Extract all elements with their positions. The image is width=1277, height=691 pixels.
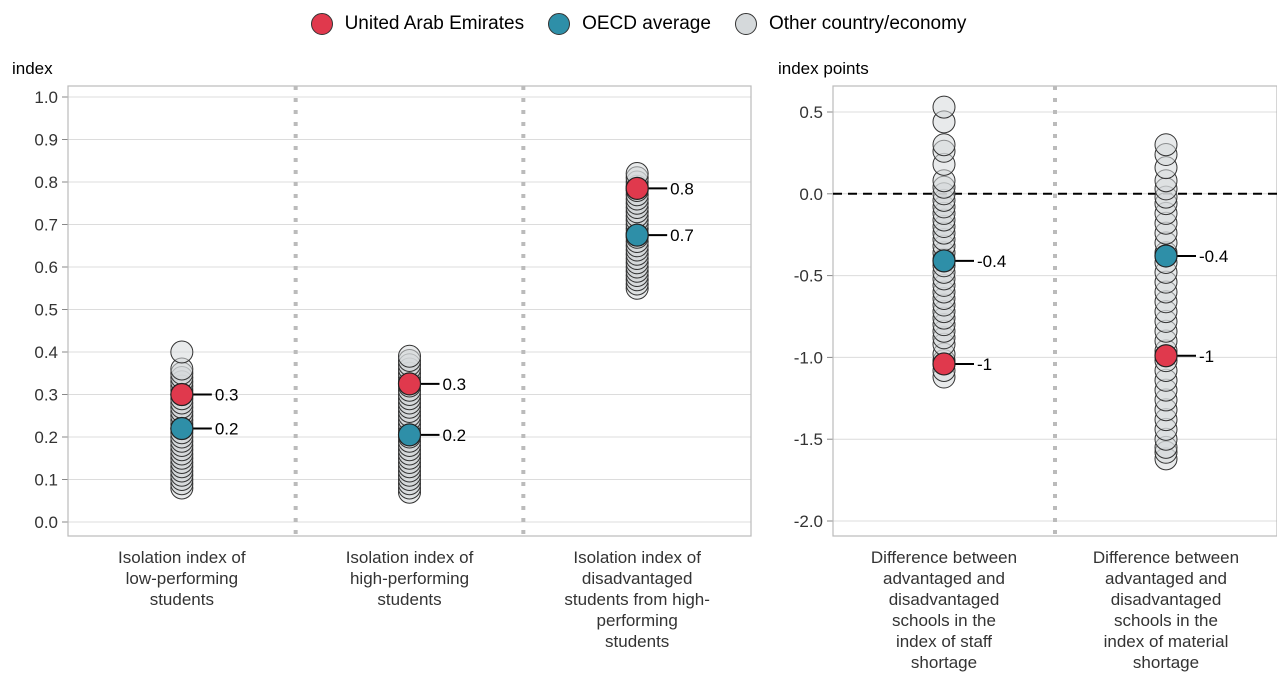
oecd-point — [625, 223, 649, 247]
uae-point — [1154, 344, 1178, 368]
x-category-label-line: Difference between — [871, 548, 1017, 567]
y-tick-label: 1.0 — [34, 88, 58, 107]
oecd-point — [397, 423, 422, 447]
oecd-data-label: 0.2 — [215, 420, 239, 439]
y-axis-unit-label: index — [12, 59, 53, 78]
y-tick-label: 0.4 — [34, 343, 58, 362]
other-country-point — [170, 340, 194, 364]
x-category-label-line: students — [377, 590, 441, 609]
y-tick-label: 0.8 — [34, 173, 58, 192]
x-category-label-line: shortage — [911, 653, 977, 672]
plot-frame — [832, 85, 1277, 537]
oecd-data-label: 0.7 — [670, 226, 694, 245]
uae-data-label: -1 — [977, 355, 992, 374]
legend-item: Other country/economy — [734, 13, 967, 35]
uae-point — [170, 382, 194, 407]
oecd-point — [932, 249, 956, 273]
x-category-label: Difference between advantaged and disadvan… — [1093, 548, 1239, 672]
legend-label: United Arab Emirates — [344, 13, 525, 34]
x-category-label-line: Isolation index of — [573, 548, 701, 567]
x-category-label-line: high-performing — [350, 569, 469, 588]
uae-point — [397, 372, 422, 396]
x-category-label-line: students — [605, 632, 669, 651]
legend-swatch — [548, 13, 571, 35]
x-category-label: Isolation index of high-performing student… — [346, 548, 474, 609]
x-category-label-line: index of staff — [896, 632, 992, 651]
y-tick-label: 0.0 — [799, 185, 823, 204]
x-category-label-line: shortage — [1133, 653, 1199, 672]
y-tick-label: -0.5 — [794, 267, 823, 286]
y-tick-label: 0.0 — [34, 513, 58, 532]
x-category-label-line: disadvantaged — [1111, 590, 1222, 609]
x-category-label-line: students — [150, 590, 214, 609]
legend-label: OECD average — [582, 13, 711, 34]
uae-point — [932, 352, 956, 376]
other-country-point — [932, 133, 956, 157]
x-category-label-line: disadvantaged — [582, 569, 693, 588]
x-category-label: Difference between advantaged and disadvan… — [871, 548, 1017, 672]
x-category-label-line: disadvantaged — [889, 590, 1000, 609]
y-tick-label: 0.1 — [34, 471, 58, 490]
x-category-label-line: Isolation index of — [346, 548, 474, 567]
y-tick-label: -1.0 — [794, 348, 823, 367]
oecd-data-label: -0.4 — [977, 252, 1006, 271]
x-category-label-line: low-performing — [126, 569, 238, 588]
x-category-label-line: performing — [597, 611, 678, 630]
uae-data-label: 0.3 — [443, 375, 467, 394]
oecd-point — [1154, 244, 1178, 268]
x-category-label-line: advantaged and — [883, 569, 1005, 588]
x-category-label-line: index of material — [1104, 632, 1229, 651]
oecd-data-label: 0.2 — [443, 426, 467, 445]
x-category-label-line: Isolation index of — [118, 548, 246, 567]
x-category-label: Isolation index of low-performing students — [118, 548, 246, 609]
other-country-point — [1154, 133, 1178, 157]
y-tick-label: 0.9 — [34, 131, 58, 150]
x-category-label-line: schools in the — [892, 611, 996, 630]
y-tick-label: 0.5 — [799, 103, 823, 122]
other-country-point — [398, 344, 421, 368]
x-category-label-line: advantaged and — [1105, 569, 1227, 588]
uae-data-label: -1 — [1199, 347, 1214, 366]
legend-swatch — [310, 13, 333, 35]
x-category-label: Isolation index of disadvantaged students … — [564, 548, 710, 651]
y-axis-unit-label: index points — [778, 59, 869, 78]
legend-label: Other country/economy — [768, 13, 967, 34]
y-tick-label: 0.5 — [34, 301, 58, 320]
y-tick-label: -1.5 — [794, 430, 823, 449]
uae-data-label: 0.8 — [670, 179, 694, 198]
legend-item: OECD average — [548, 13, 711, 35]
uae-data-label: 0.3 — [215, 386, 239, 405]
y-tick-label: -2.0 — [794, 512, 823, 531]
x-category-label-line: students from high- — [564, 590, 710, 609]
y-tick-label: 0.2 — [34, 428, 58, 447]
chart-legend: United Arab Emirates OECD average Other co… — [0, 0, 1277, 48]
legend-swatch — [734, 13, 757, 35]
oecd-data-label: -0.4 — [1199, 247, 1228, 266]
x-category-label-line: Difference between — [1093, 548, 1239, 567]
oecd-point — [170, 416, 194, 441]
uae-point — [625, 176, 649, 200]
x-category-label-line: schools in the — [1114, 611, 1218, 630]
other-country-point — [932, 95, 956, 119]
y-tick-label: 0.6 — [34, 258, 58, 277]
y-tick-label: 0.3 — [34, 386, 58, 405]
legend-item: United Arab Emirates — [310, 13, 525, 35]
y-tick-label: 0.7 — [34, 216, 58, 235]
plot-frame — [67, 85, 752, 537]
